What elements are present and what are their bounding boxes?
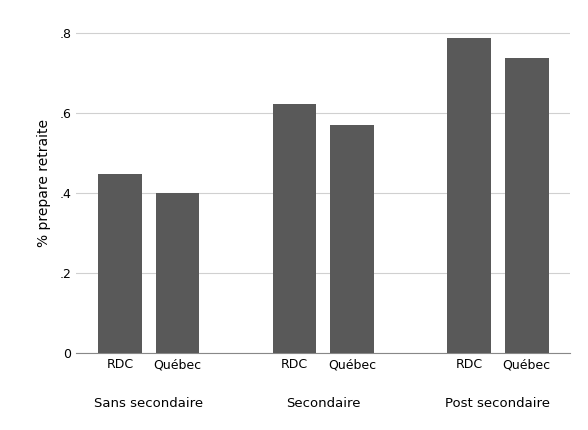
Bar — [98, 174, 142, 353]
Bar — [447, 38, 491, 353]
Text: Post secondaire: Post secondaire — [446, 397, 550, 410]
Bar — [330, 125, 374, 353]
Bar — [273, 104, 316, 353]
Bar — [156, 193, 199, 353]
Bar — [505, 58, 549, 353]
Text: Secondaire: Secondaire — [286, 397, 360, 410]
Text: Sans secondaire: Sans secondaire — [94, 397, 203, 410]
Y-axis label: % prepare retraite: % prepare retraite — [37, 119, 51, 247]
